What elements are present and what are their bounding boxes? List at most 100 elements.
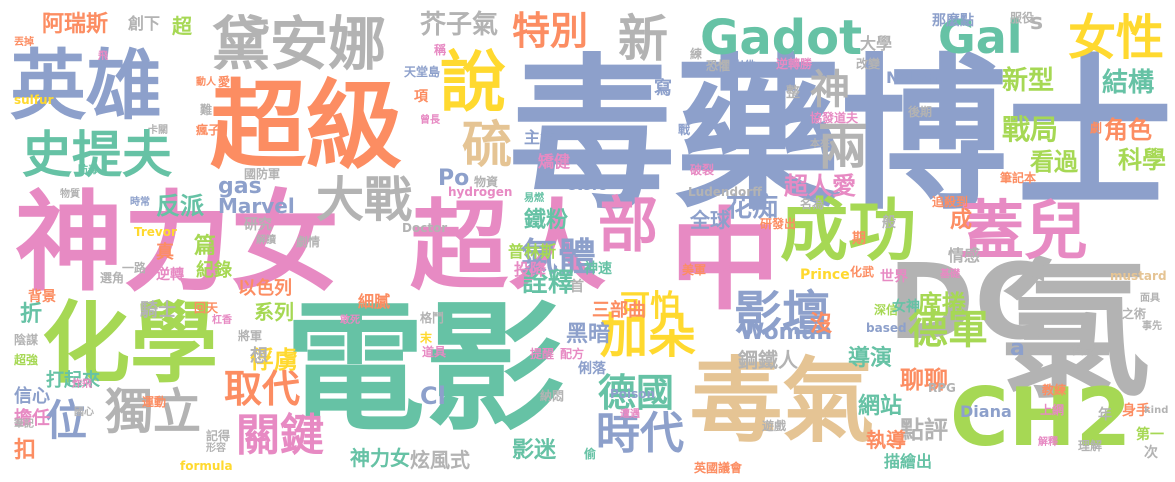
word-sport: 運動 <box>142 396 166 408</box>
word-practice: 練 <box>690 48 702 60</box>
word-matter: 物質 <box>60 190 80 200</box>
word-first: 首 <box>570 280 584 294</box>
word-steal: 偷 <box>584 448 596 460</box>
word-incense: 杠香 <box>212 316 232 326</box>
word-website: 網站 <box>858 396 902 418</box>
word-serve: 服役 <box>1010 12 1034 24</box>
word-conspiracy: 陰謀 <box>14 334 38 346</box>
word-originally: 本來 <box>810 140 830 150</box>
word-madman: 瘋子 <box>196 124 220 136</box>
word-replace: 取代 <box>224 370 300 408</box>
word-trevor: Trevor <box>134 226 177 238</box>
word-true: 真 <box>156 244 174 262</box>
word-gas-mask: 防毒 <box>78 166 98 176</box>
word-art: 之術 <box>1122 308 1146 320</box>
word-mask: 面具 <box>1140 294 1160 304</box>
word-surrender: 投降 <box>514 262 546 278</box>
word-fans: 影迷 <box>512 440 556 462</box>
word-kind: kind <box>1144 406 1168 416</box>
word-review: 點評 <box>900 418 948 442</box>
word-global: 全球 <box>690 210 730 230</box>
word-develop: 研發出 <box>760 218 796 230</box>
word-battle: 戰 <box>678 124 690 136</box>
word-record: 紀錄 <box>196 262 232 280</box>
word-ludendorff: Ludendorff <box>688 186 762 198</box>
word-whole: 整 <box>786 86 800 100</box>
word-sulfur-zh: 硫 <box>462 120 512 170</box>
word-flammable: 易燃 <box>524 194 544 204</box>
word-ludendorff-zh: 協發道夫 <box>810 112 858 124</box>
word-agile: 矯健 <box>538 154 570 170</box>
word-confidence: 信心 <box>14 388 50 406</box>
word-number-one: 第一 <box>1136 428 1164 442</box>
word-love: 愛 <box>218 76 230 88</box>
word-based: based <box>866 322 907 334</box>
word-moving: 動人 <box>196 78 216 88</box>
word-paradise-island: 天堂島 <box>404 66 440 78</box>
word-recipe: 配方 <box>560 348 584 360</box>
word-war-situation: 戰局 <box>1002 116 1058 144</box>
word-emotion: 情感 <box>948 248 980 264</box>
word-called: 稱 <box>434 44 446 56</box>
word-iron-man: 鋼鐵人 <box>738 350 798 370</box>
word-israel: 以色列 <box>238 280 292 298</box>
word-period: 期 <box>852 232 866 246</box>
word-combat: 格鬥 <box>420 312 444 324</box>
word-poor: 貧乏 <box>1072 344 1096 356</box>
word-comeback: 逆轉勝 <box>776 58 812 70</box>
word-throw-away: 丟掉 <box>14 38 34 48</box>
word-ci: 次 <box>1144 446 1158 460</box>
word-defense-army: 國防軍 <box>244 168 280 180</box>
word-special: 特別 <box>512 12 588 50</box>
word-new-type: 新型 <box>1002 68 1054 94</box>
word-cl: Cl <box>420 384 446 408</box>
word-understand: 理解 <box>1078 440 1102 452</box>
word-plot: 劇情 <box>296 236 320 248</box>
word-new: 新 <box>618 14 668 64</box>
word-reverse: 逆轉 <box>156 268 184 282</box>
word-recover: 回天 <box>194 302 218 314</box>
word-wonder-woman-small: 神力女 <box>350 448 410 468</box>
word-depict: 描繪出 <box>884 454 932 470</box>
word-world: 世界 <box>880 270 908 284</box>
word-casting: 選角 <box>100 272 124 284</box>
word-delicate: 細膩 <box>358 294 390 310</box>
word-not: 沒 <box>810 314 832 336</box>
word-great-war: 大戰 <box>316 176 412 224</box>
word-remember: 記得 <box>206 430 230 442</box>
word-chief: 曾長 <box>420 116 440 126</box>
word-knight: 騎士 <box>140 302 176 320</box>
word-game: 遊戲 <box>762 420 786 432</box>
word-decode: 解讀 <box>256 236 276 246</box>
word-whirlwind: 炫風式 <box>410 450 470 470</box>
word-blown-up: 炸飛 <box>72 380 92 390</box>
word-superman-love: 超人愛 <box>784 174 856 198</box>
word-role: 角色 <box>1104 118 1152 142</box>
word-background: 背景 <box>28 290 56 304</box>
word-mustard: mustard <box>1110 270 1167 282</box>
word-wonder: 納悶 <box>540 390 564 402</box>
word-think: 想 <box>250 348 268 366</box>
word-series: 系列 <box>254 302 294 322</box>
word-prince-zh: 普林斯 <box>508 244 556 260</box>
word-structure: 結構 <box>1102 70 1154 96</box>
word-sulfur: sulfur <box>14 94 53 106</box>
word-uk-parliament: 英國議會 <box>694 462 742 474</box>
word-diana: Diana <box>960 404 1012 420</box>
word-science: 科學 <box>1118 148 1166 172</box>
word-trilogy: 三部曲 <box>592 302 646 320</box>
word-difficult: 難 <box>200 104 212 116</box>
word-create: 創下 <box>128 16 160 32</box>
word-university: 大學 <box>860 36 892 52</box>
word-describe: 形容 <box>206 444 226 454</box>
word-dark: 黑暗 <box>566 324 610 346</box>
word-prince: Prince <box>800 268 850 282</box>
word-super-strong: 超強 <box>14 354 38 366</box>
word-research: 研究 <box>244 218 272 232</box>
word-diana-zh: 黛安娜 <box>212 15 386 73</box>
word-rpg: RPG <box>928 382 956 394</box>
word-later: 後期 <box>908 106 932 118</box>
word-goddess: 女神 <box>892 300 920 314</box>
word-coach: 教練 <box>1042 384 1066 396</box>
